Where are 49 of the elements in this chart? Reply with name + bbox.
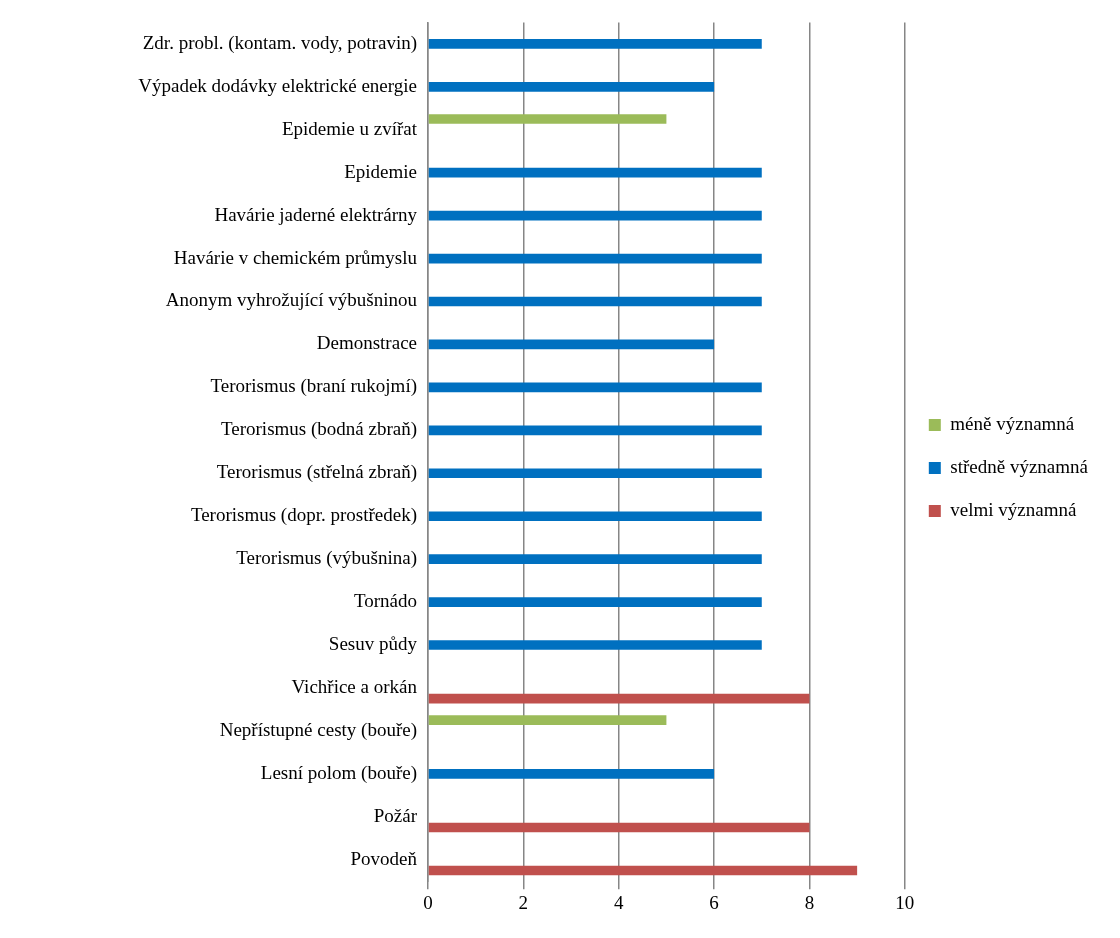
y-tick-label: Terorismus (bodná zbraň) [221, 418, 417, 441]
x-tick-label: 8 [804, 891, 815, 913]
x-tick-label: 0 [423, 891, 433, 913]
x-tick-label: 4 [613, 891, 624, 913]
bar [428, 253, 762, 264]
y-tick-label: Epidemie [344, 160, 417, 182]
bar [428, 715, 667, 726]
y-tick-label: Vichřice a orkán [291, 675, 418, 697]
y-tick-label: Povodeň [350, 847, 418, 869]
y-tick-label: Výpadek dodávky elektrické energie [138, 74, 417, 96]
bar [428, 511, 762, 522]
bar [428, 822, 810, 833]
y-tick-label: Terorismus (střelná zbraň) [216, 461, 417, 484]
y-tick-label: Terorismus (braní rukojmí) [210, 375, 417, 398]
bar [428, 468, 762, 479]
y-tick-label: Anonym vyhrožující výbušninou [165, 289, 418, 311]
y-tick-label: Sesuv půdy [328, 633, 418, 655]
legend-label: středně významná [950, 455, 1089, 477]
y-tick-label: Epidemie u zvířat [281, 117, 418, 139]
x-tick-label: 6 [709, 891, 719, 913]
bar [428, 425, 762, 436]
legend-label: velmi významná [950, 498, 1077, 520]
bar [428, 296, 762, 307]
bar [428, 554, 762, 564]
bar [428, 597, 762, 607]
bar [428, 640, 762, 650]
bar [428, 39, 762, 49]
bar [428, 81, 715, 92]
y-tick-label: Lesní polom (bouře) [260, 761, 417, 784]
y-tick-label: Zdr. probl. (kontam. vody, potravin) [142, 31, 417, 54]
bar [428, 865, 858, 876]
y-tick-label: Terorismus (výbušnina) [236, 547, 417, 570]
x-tick-label: 10 [895, 891, 915, 913]
bar [428, 693, 810, 704]
bar [428, 114, 667, 124]
y-tick-label: Tornádo [353, 590, 417, 612]
bar [428, 382, 762, 393]
bar [428, 210, 762, 221]
y-tick-label: Terorismus (dopr. prostředek) [190, 504, 417, 527]
bar [428, 339, 715, 350]
x-tick-label: 2 [518, 891, 529, 913]
y-tick-label: Havárie jaderné elektrárny [214, 203, 418, 225]
y-tick-label: Požár [373, 804, 418, 826]
bar [428, 167, 762, 178]
y-tick-label: Havárie v chemickém průmyslu [173, 246, 418, 268]
y-tick-label: Demonstrace [316, 332, 417, 354]
y-tick-label: Nepřístupné cesty (bouře) [219, 718, 417, 741]
legend-label: méně významná [950, 412, 1075, 434]
bar [428, 769, 715, 779]
